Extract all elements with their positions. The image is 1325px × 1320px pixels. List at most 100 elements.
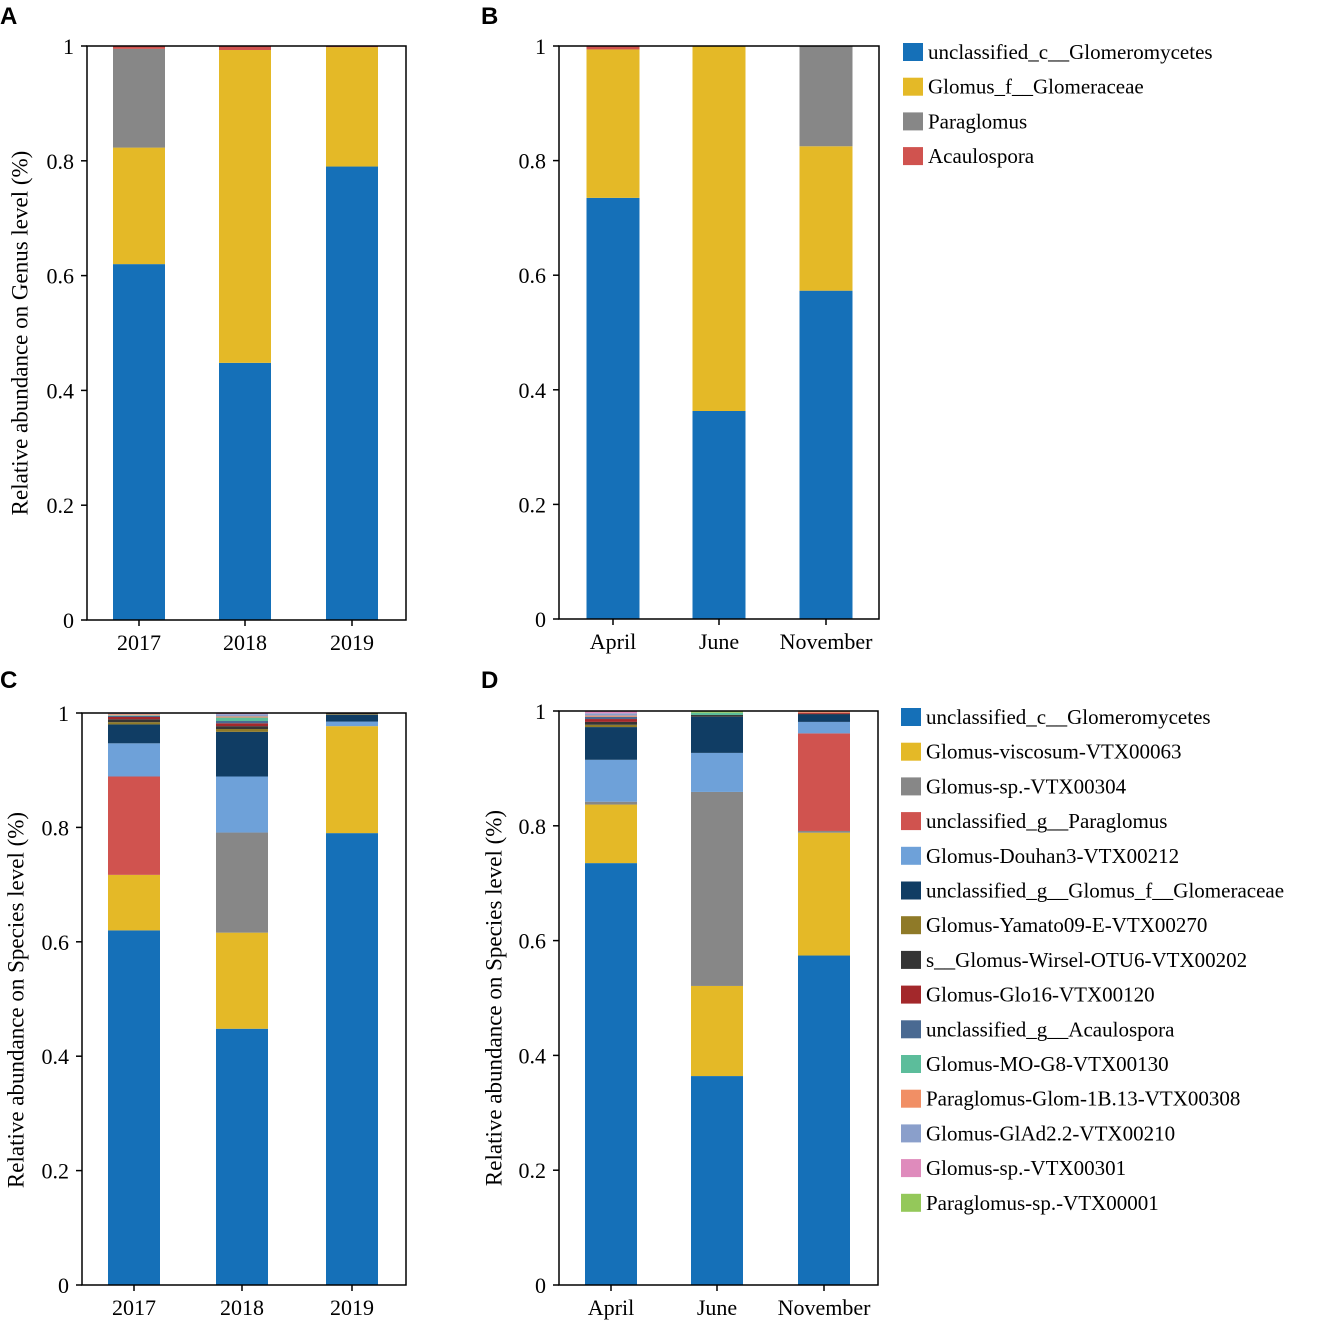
panel-d-bar-june-glomus-viscosum-vtx00063 [691,985,743,1077]
panel-c-bar-2018-glomus-douhan3-vtx00212 [216,776,268,833]
panel-b-ytick-label: 1 [535,34,546,59]
panel-d-bar-june-paraglomus-sp-vtx00001 [691,711,743,713]
panel-c-ytick-label: 0 [58,1273,69,1298]
panel-d-xtick-label: November [778,1295,872,1320]
panel-d-bar-june-glomus-douhan3-vtx00212 [691,752,743,792]
panel-c-ylabel: Relative abundance on Species level (%) [3,812,28,1188]
panel-c-xtick-label: 2018 [220,1295,264,1320]
panel-d-bar-april-glomus-viscosum-vtx00063 [585,804,637,864]
legend-species-swatch-paraglomus-sp-vtx00001 [901,1193,921,1212]
legend-species-label-glomus-mo-g8-vtx00130: Glomus-MO-G8-VTX00130 [926,1052,1169,1076]
panel-c-bar-2017-glomus-mo-g8-vtx00130 [108,715,160,716]
panel-b: B 0 0.2 0.4 0.6 0.8 1 April June November [481,3,880,654]
panel-d-bar-june-glomus-sp-vtx00304 [691,791,743,986]
panel-b-ytick-label: 0 [535,607,546,632]
panel-c-bar-2017-s-glomus-wirsel-otu6-vtx00202 [108,719,160,723]
legend-species-swatch-unclassified-c-glomeromycetes [901,708,921,726]
panel-d-bar-april-unclassified-c-glomeromycetes [585,863,637,1285]
panel-d-bar-april-glomus-glo16-vtx00120 [585,719,637,722]
legend-species-swatch-glomus-sp-vtx00301 [901,1159,921,1178]
legend-species-label-paraglomus-glom-1b-13-vtx00308: Paraglomus-Glom-1B.13-VTX00308 [926,1087,1240,1111]
panel-c-bar-2018-glomus-viscosum-vtx00063 [216,932,268,1029]
panel-letter-b: B [481,3,498,30]
panel-d-plot-frame [558,710,879,1286]
panel-c-ytick-label: 0.8 [42,815,70,840]
panel-c-ytick-label: 0.4 [42,1044,70,1069]
panel-a-bar-2018-unclassified-c-glomeromycetes [219,362,271,620]
panel-b-bar-november-unclassified-c-glomeromycetes [799,290,853,619]
panel-d-bar-april-s-glomus-wirsel-otu6-vtx00202 [585,721,637,725]
panel-b-ytick-label: 0.6 [519,263,547,288]
panel-a-xtick-label: 2018 [223,630,267,655]
panel-c-bar-2018-unclassified-c-glomeromycetes [216,1028,268,1285]
panel-d-bar-april-glomus-douhan3-vtx00212 [585,759,637,802]
panel-d-xtick-label: April [588,1295,634,1320]
panel-a-ytick-label: 0 [63,608,74,633]
panel-b-bar-april-unclassified-c-glomeromycetes [586,197,640,619]
legend-genus-label-glomus-f-glomeraceae: Glomus_f__Glomeraceae [928,75,1144,99]
panel-a-bar-2017-paraglomus [113,48,165,148]
panel-a-bar-2019-glomus-f-glomeraceae [326,47,378,167]
panel-d-bar-november-s-glomus-wirsel-otu6-vtx00202 [798,713,850,715]
panel-b-xtick-label: November [780,629,874,654]
legend-species-label-glomus-glo16-vtx00120: Glomus-Glo16-VTX00120 [926,983,1155,1007]
legend-species-swatch-glomus-mo-g8-vtx00130 [901,1055,921,1073]
panel-d: D 0 0.2 0.4 0.6 0.8 1 April June November Relativ… [481,667,879,1320]
panel-d-bar-april-paraglomus-glom-1b-13-vtx00308 [585,715,637,717]
panel-d-ylabel: Relative abundance on Species level (%) [481,810,506,1186]
legend-species-label-unclassified-c-glomeromycetes: unclassified_c__Glomeromycetes [926,705,1211,729]
panel-a-bar-2019-unclassified-c-glomeromycetes [326,166,378,621]
panel-a-ylabel: Relative abundance on Genus level (%) [7,151,32,516]
panel-b-bar-april-glomus-f-glomeraceae [586,49,640,198]
panel-d-bar-april-glomus-yamato09-e-vtx00270 [585,724,637,728]
panel-c-bar-2018-glomus-yamato09-e-vtx00270 [216,729,268,732]
legend-species-label-glomus-yamato09-e-vtx00270: Glomus-Yamato09-E-VTX00270 [926,913,1207,937]
panel-d-xtick-label: June [697,1295,737,1320]
legend-species-label-unclassified-g-glomus-f-glomeraceae: unclassified_g__Glomus_f__Glomeraceae [926,879,1284,903]
legend-species-swatch-glomus-glad2-2-vtx00210 [901,1124,921,1143]
panel-a-ytick-label: 0.6 [47,264,75,289]
panel-a-bar-2017-acaulospora [113,46,165,49]
panel-c-bar-2019-unclassified-g-glomus-f-glomeraceae [326,714,378,722]
legend-species-swatch-unclassified-g-glomus-f-glomeraceae [901,881,921,900]
panel-a-bar-2017-glomus-f-glomeraceae [113,147,165,265]
legend-species-swatch-glomus-douhan3-vtx00212 [901,846,921,865]
legend-species-label-glomus-viscosum-vtx00063: Glomus-viscosum-VTX00063 [926,740,1182,764]
panel-b-bar-april-acaulospora [586,46,640,50]
panel-d-bar-april-glomus-glad2-2-vtx00210 [585,713,637,716]
panel-c-bar-2018-unclassified-g-glomus-f-glomeraceae [216,731,268,777]
panel-a-xtick-label: 2019 [330,630,374,655]
panel-d-ytick-label: 0 [535,1273,546,1298]
panel-c-bar-2019-glomus-douhan3-vtx00212 [326,721,378,727]
panel-d-bar-november-glomus-douhan3-vtx00212 [798,721,850,734]
panel-c-bar-2017-unclassified-g-paraglomus [108,776,160,875]
panel-c-ytick-label: 0.6 [42,930,70,955]
panel-c-bar-2017-unclassified-c-glomeromycetes [108,930,160,1285]
panel-d-ytick-label: 1 [535,699,546,724]
panel-letter-d: D [481,667,498,694]
panel-b-xtick-label: June [699,629,739,654]
legend-species-swatch-unclassified-g-paraglomus [901,812,921,831]
panel-c-bar-2019-glomus-yamato09-e-vtx00270 [326,714,378,715]
panel-c-bar-2018-s-glomus-wirsel-otu6-vtx00202 [216,726,268,730]
panel-a-xtick-label: 2017 [117,630,161,655]
panel-c-xtick-label: 2019 [330,1295,374,1320]
panel-a-ytick-label: 1 [63,34,74,59]
panel-b-bar-june-glomus-f-glomeraceae [692,46,746,412]
legend-species-label-glomus-douhan3-vtx00212: Glomus-Douhan3-VTX00212 [926,844,1179,868]
legend-species-label-glomus-sp-vtx00304: Glomus-sp.-VTX00304 [926,774,1127,798]
legend-species-label-unclassified-g-acaulospora: unclassified_g__Acaulospora [926,1017,1175,1041]
panel-b-xtick-label: April [590,629,636,654]
panel-c-bar-2019-unclassified-c-glomeromycetes [326,833,378,1285]
panel-d-bar-november-paraglomus-glom-1b-13-vtx00308 [798,711,850,713]
legend-genus: unclassified_c__Glomeromycetes Glomus_f__… [903,40,1213,168]
panel-c-ytick-label: 1 [58,701,69,726]
panel-d-ytick-label: 0.2 [519,1158,547,1183]
legend-species-label-paraglomus-sp-vtx00001: Paraglomus-sp.-VTX00001 [926,1191,1159,1215]
legend-species-swatch-paraglomus-glom-1b-13-vtx00308 [901,1089,921,1108]
legend-genus-swatch-glomus-f-glomeraceae [903,77,923,96]
panel-c-bar-2018-glomus-glo16-vtx00120 [216,723,268,727]
panel-b-bar-november-glomus-f-glomeraceae [799,146,853,291]
panel-c-ytick-label: 0.2 [42,1159,70,1184]
panel-d-bar-november-glomus-sp-vtx00304 [798,830,850,833]
